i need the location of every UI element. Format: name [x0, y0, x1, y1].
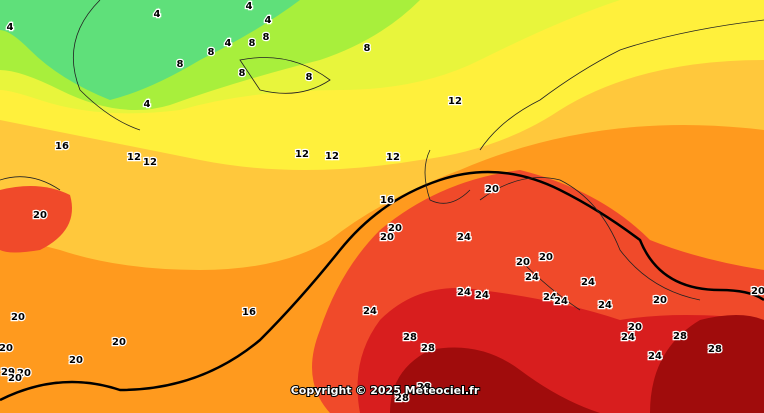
contour-label: 24 [581, 277, 595, 288]
contour-label: 20 [17, 368, 31, 379]
contour-label: 20 [11, 312, 25, 323]
contour-label: 16 [242, 307, 256, 318]
contour-label: 20 [751, 286, 764, 297]
zone-20-west [0, 186, 72, 253]
contour-label: 20 [539, 252, 553, 263]
zone-28 [390, 315, 764, 413]
contour-label: 20 [0, 343, 13, 354]
contour-label: 28 [395, 393, 409, 404]
contour-label: 12 [143, 157, 157, 168]
contour-label: 4 [246, 1, 253, 12]
contour-label: 24 [363, 306, 377, 317]
contour-label: 20 [33, 210, 47, 221]
contour-label: 20 [516, 257, 530, 268]
contour-label: 12 [295, 149, 309, 160]
contour-label: 20 [8, 373, 22, 384]
contour-label: 28 [673, 331, 687, 342]
contour-label: 20 [628, 322, 642, 333]
contour-label: 24 [525, 272, 539, 283]
contour-label: 29 [1, 367, 15, 378]
contour-label: 24 [457, 232, 471, 243]
contour-label: 20 [653, 295, 667, 306]
contour-label: 4 [225, 38, 232, 49]
contour-label: 8 [249, 38, 256, 49]
contour-label: 8 [263, 32, 270, 43]
copyright: Copyright © 2025 Meteociel.fr [291, 384, 480, 397]
contour-label: 28 [708, 344, 722, 355]
contour-label: 8 [208, 47, 215, 58]
contour-label: 8 [306, 72, 313, 83]
contour-label: 4 [154, 9, 161, 20]
contour-label: 16 [55, 141, 69, 152]
contour-label: 8 [364, 43, 371, 54]
contour-label: 12 [127, 152, 141, 163]
contour-line [0, 170, 764, 402]
contour-label: 12 [386, 152, 400, 163]
contour-label: 24 [457, 287, 471, 298]
contour-label: 24 [475, 290, 489, 301]
coastline [0, 0, 764, 311]
contour-label: 8 [239, 68, 246, 79]
contour-label: 20 [69, 355, 83, 366]
contour-label: 4 [265, 15, 272, 26]
contour-label: 12 [448, 96, 462, 107]
contour-label: 20 [388, 223, 402, 234]
contour-label: 24 [598, 300, 612, 311]
contour-label: 4 [7, 22, 14, 33]
contour-label: 8 [177, 59, 184, 70]
contour-label: 28 [403, 332, 417, 343]
contour-label: 24 [648, 351, 662, 362]
contour-label: 20 [380, 232, 394, 243]
contour-label: 20 [112, 337, 126, 348]
contour-label: 20 [485, 184, 499, 195]
contour-label: 28 [417, 382, 431, 393]
contour-label: 24 [621, 332, 635, 343]
contour-label: 28 [421, 343, 435, 354]
contour-label: 12 [325, 151, 339, 162]
contour-label: 24 [554, 296, 568, 307]
contour-label: 16 [380, 195, 394, 206]
contour-label: 24 [543, 292, 557, 303]
contour-label: 4 [144, 99, 151, 110]
